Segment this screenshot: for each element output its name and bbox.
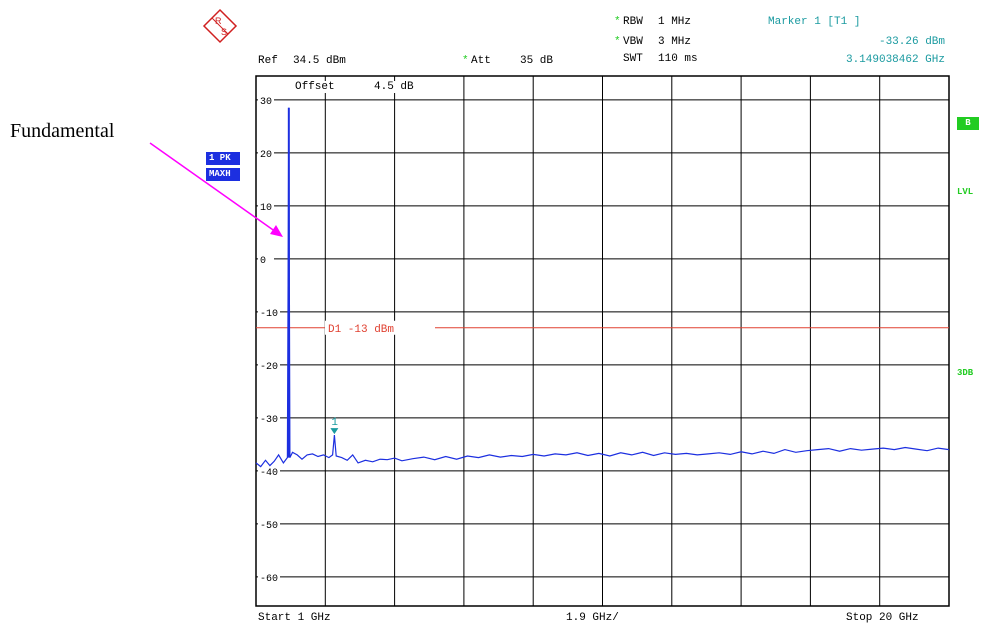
y-tick-label: 0	[260, 256, 266, 267]
y-tick-label: -10	[260, 309, 278, 320]
span-per-division-label: 1.9 GHz/	[566, 612, 619, 624]
ref-value: 34.5 dBm	[293, 55, 346, 67]
side-badge-b: B	[957, 117, 979, 130]
y-tick-label: 10	[260, 203, 272, 214]
swt-value: 110 ms	[658, 53, 698, 65]
marker-triangle	[330, 428, 339, 435]
y-tick-label: 30	[260, 97, 272, 108]
y-tick-label: 20	[260, 150, 272, 161]
tick-label-background	[258, 146, 274, 158]
start-frequency-label: Start 1 GHz	[258, 612, 331, 624]
att-label: Att	[471, 55, 491, 67]
side-label-lvl: LVL	[957, 187, 974, 197]
tick-label-background	[258, 199, 274, 211]
marker-frequency: 3.149038462 GHz	[845, 54, 945, 66]
offset-label: Offset	[293, 81, 337, 93]
svg-text:S: S	[221, 27, 227, 37]
marker-level: -33.26 dBm	[878, 36, 945, 48]
tick-label-background	[258, 464, 280, 476]
svg-text:R: R	[215, 16, 222, 26]
annotation-arrow-line	[149, 142, 277, 233]
ref-label: Ref	[258, 55, 278, 67]
tick-label-background	[258, 93, 274, 105]
rbw-star: *	[614, 16, 621, 28]
tick-label-background	[258, 517, 280, 529]
display-line-label-background	[325, 320, 435, 335]
fundamental-annotation: Fundamental	[10, 120, 115, 142]
rbw-label: RBW	[623, 16, 643, 28]
rs-logo-mark: R S	[202, 8, 238, 44]
trace-badge-maxh: MAXH	[206, 168, 240, 181]
tick-label-background	[258, 570, 280, 582]
stop-frequency-label: Stop 20 GHz	[846, 612, 919, 624]
tick-label-background	[258, 252, 274, 264]
att-value: 35 dB	[520, 55, 554, 67]
att-star: *	[462, 55, 469, 67]
swt-label: SWT	[623, 53, 643, 65]
tick-label-background	[258, 358, 280, 370]
y-tick-label: -20	[260, 362, 278, 373]
rs-logo: R S	[202, 8, 238, 44]
vbw-label: VBW	[623, 36, 643, 48]
marker-label: 1	[331, 417, 338, 429]
rbw-value: 1 MHz	[658, 16, 692, 28]
display-line-label: D1 -13 dBm	[328, 324, 394, 336]
y-tick-label: -50	[260, 521, 278, 532]
offset-value: 4.5 dB	[372, 81, 416, 93]
side-label-3db: 3DB	[957, 368, 974, 378]
y-tick-label: -40	[260, 468, 278, 479]
marker-title: Marker 1 [T1 ]	[768, 16, 861, 28]
vbw-star: *	[614, 36, 621, 48]
y-tick-label: -30	[260, 415, 278, 426]
trace-badge-pk: 1 PK	[206, 152, 240, 165]
annotation-arrow-head	[270, 225, 283, 237]
spectrum-trace	[255, 107, 950, 468]
vbw-value: 3 MHz	[658, 36, 692, 48]
tick-label-background	[258, 305, 280, 317]
tick-label-background	[258, 411, 280, 423]
y-tick-label: -60	[260, 574, 278, 585]
